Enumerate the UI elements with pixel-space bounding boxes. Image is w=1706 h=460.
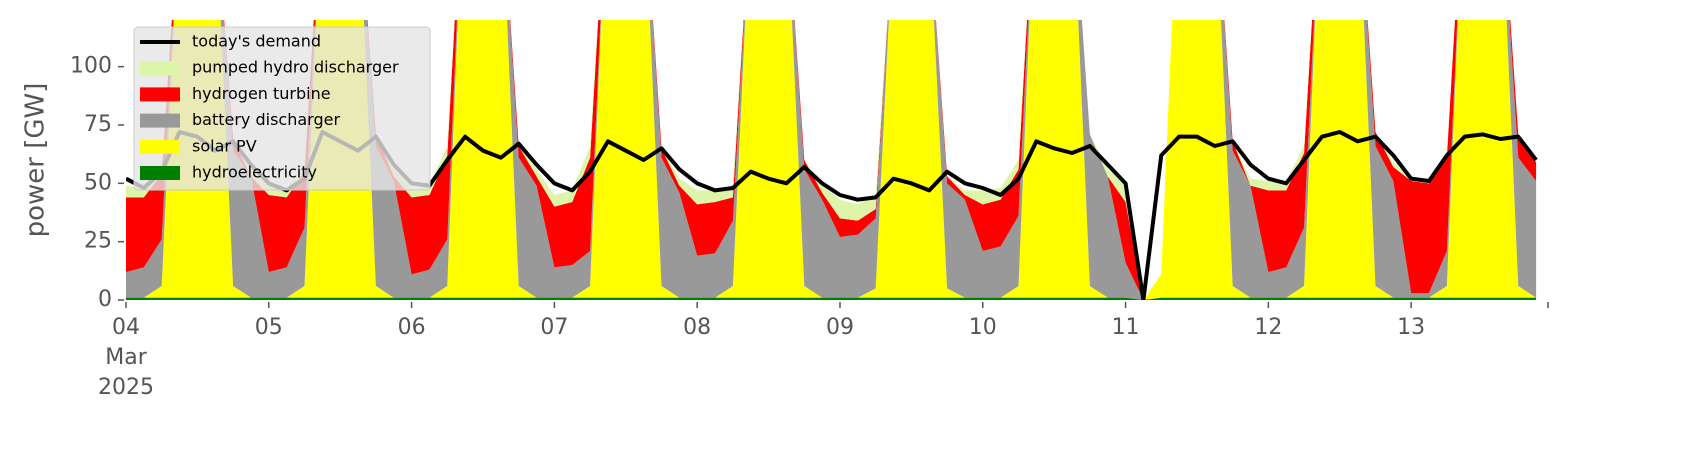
x-tick-label: 05 bbox=[255, 315, 283, 340]
x-tick-label: 12 bbox=[1254, 315, 1282, 340]
legend-label: hydroelectricity bbox=[192, 163, 317, 182]
legend-label: solar PV bbox=[192, 136, 257, 155]
legend-box bbox=[133, 26, 431, 191]
y-tick-label: 0 bbox=[98, 287, 112, 312]
x-tick-label: 13 bbox=[1397, 315, 1425, 340]
legend-swatch bbox=[140, 87, 180, 102]
legend-label: today's demand bbox=[192, 32, 321, 51]
legend-label: battery discharger bbox=[192, 110, 340, 129]
axes: 0 25 50 75 100 04 Mar 2025 05 06 07 08 09 10 11 12 13 bbox=[70, 54, 1549, 400]
legend: today's demand pumped hydro discharger hyd… bbox=[133, 26, 431, 191]
y-axis-label: power [GW] bbox=[21, 83, 51, 238]
area bbox=[126, 20, 1537, 300]
area bbox=[126, 20, 1537, 300]
legend-swatch bbox=[140, 166, 180, 180]
y-tick-label: 50 bbox=[84, 170, 112, 195]
x-tick-label: 04 Mar 2025 bbox=[98, 315, 154, 400]
x-tick-label: 06 bbox=[398, 315, 426, 340]
legend-swatch bbox=[140, 139, 180, 154]
legend-label: hydrogen turbine bbox=[192, 84, 331, 103]
x-tick-label: 11 bbox=[1112, 315, 1140, 340]
x-tick-label: 10 bbox=[969, 315, 997, 340]
x-tick-label: 09 bbox=[826, 315, 854, 340]
y-tick-label: 25 bbox=[84, 229, 112, 254]
x-tick-label: 07 bbox=[540, 315, 568, 340]
legend-label: pumped hydro discharger bbox=[192, 58, 399, 77]
area bbox=[126, 297, 1537, 300]
legend-swatch bbox=[140, 113, 180, 128]
y-tick-label: 75 bbox=[84, 112, 112, 137]
y-tick-label: 100 bbox=[70, 54, 112, 79]
x-tick-label: 08 bbox=[683, 315, 711, 340]
legend-swatch bbox=[140, 61, 180, 76]
